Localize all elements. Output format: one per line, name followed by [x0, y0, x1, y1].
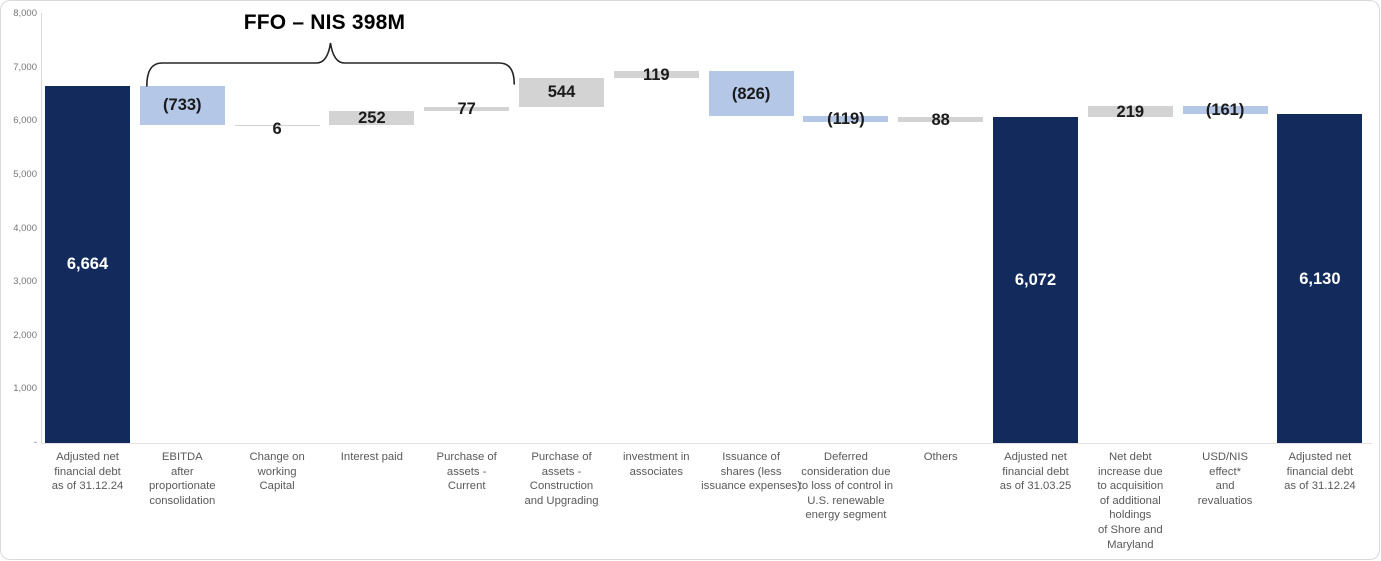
x-category-label: Net debt increase due to acquisition of …	[1097, 451, 1164, 551]
bar-value-label: 219	[1116, 102, 1145, 121]
bar-value-label: 6,072	[1014, 271, 1057, 290]
x-category-label: USD/NIS effect* and revaluatios	[1197, 451, 1253, 507]
y-tick-label: -	[33, 437, 37, 448]
x-category-label: Issuance of shares (less issuance expens…	[701, 451, 802, 493]
waterfall-bar-increase	[329, 111, 415, 125]
waterfall-bar-total	[993, 117, 1078, 443]
x-category-label: Adjusted net financial debt as of 31.12.…	[1284, 451, 1356, 493]
ffo-annotation-label: FFO – NIS 398M	[243, 11, 406, 34]
x-category-label: Purchase of assets - Current	[436, 451, 497, 493]
bar-value-label: (119)	[827, 109, 865, 128]
y-tick-label: 6,000	[13, 115, 37, 127]
bar-value-label: (161)	[1205, 100, 1245, 119]
y-axis-line	[41, 13, 42, 443]
y-tick-label: 4,000	[13, 222, 37, 234]
x-category-label: Deferred consideration due to loss of co…	[798, 451, 893, 522]
bar-value-label: 88	[931, 110, 950, 129]
x-category-label: Adjusted net financial debt as of 31.03.…	[999, 451, 1072, 493]
bar-value-label: 544	[547, 83, 576, 102]
x-category-label: Interest paid	[340, 451, 403, 463]
x-category-label: Adjusted net financial debt as of 31.12.…	[51, 451, 124, 493]
x-category-label: Change on working Capital	[249, 451, 305, 493]
bar-value-label: (733)	[163, 96, 202, 115]
y-tick-label: 3,000	[13, 276, 37, 288]
y-tick-label: 7,000	[13, 61, 37, 73]
y-tick-label: 5,000	[13, 168, 37, 180]
x-category-label: EBITDA after proportionate consolidation	[149, 451, 216, 507]
waterfall-bar-increase	[234, 124, 320, 126]
y-tick-label: 1,000	[13, 383, 37, 395]
bar-value-label: 6,130	[1299, 269, 1341, 288]
waterfall-bar-decrease	[139, 85, 225, 125]
bar-value-label: 6	[272, 120, 282, 139]
x-axis-line	[41, 443, 1372, 444]
waterfall-bar-increase	[613, 71, 699, 78]
waterfall-bar-total	[45, 85, 130, 443]
x-category-label: investment in associates	[623, 451, 690, 478]
x-category-label: Purchase of assets - Construction and Up…	[524, 451, 599, 507]
bar-value-label: (826)	[731, 84, 771, 103]
bar-value-label: 252	[358, 108, 386, 127]
waterfall-bar-increase	[519, 77, 604, 107]
y-tick-label: 2,000	[13, 329, 37, 341]
bar-value-label: 77	[457, 100, 476, 119]
bar-value-label: 119	[642, 65, 670, 84]
waterfall-bar-decrease	[1182, 105, 1268, 115]
waterfall-bar-increase	[898, 117, 984, 123]
waterfall-bar-total	[1277, 114, 1363, 443]
waterfall-bar-decrease	[708, 71, 794, 116]
waterfall-bar-increase	[424, 106, 510, 112]
bar-value-label: 6,664	[66, 255, 109, 274]
waterfall-bar-decrease	[803, 115, 889, 123]
y-tick-label: 8,000	[13, 8, 37, 19]
waterfall-bar-increase	[1087, 105, 1173, 118]
x-category-label: Others	[923, 451, 958, 463]
